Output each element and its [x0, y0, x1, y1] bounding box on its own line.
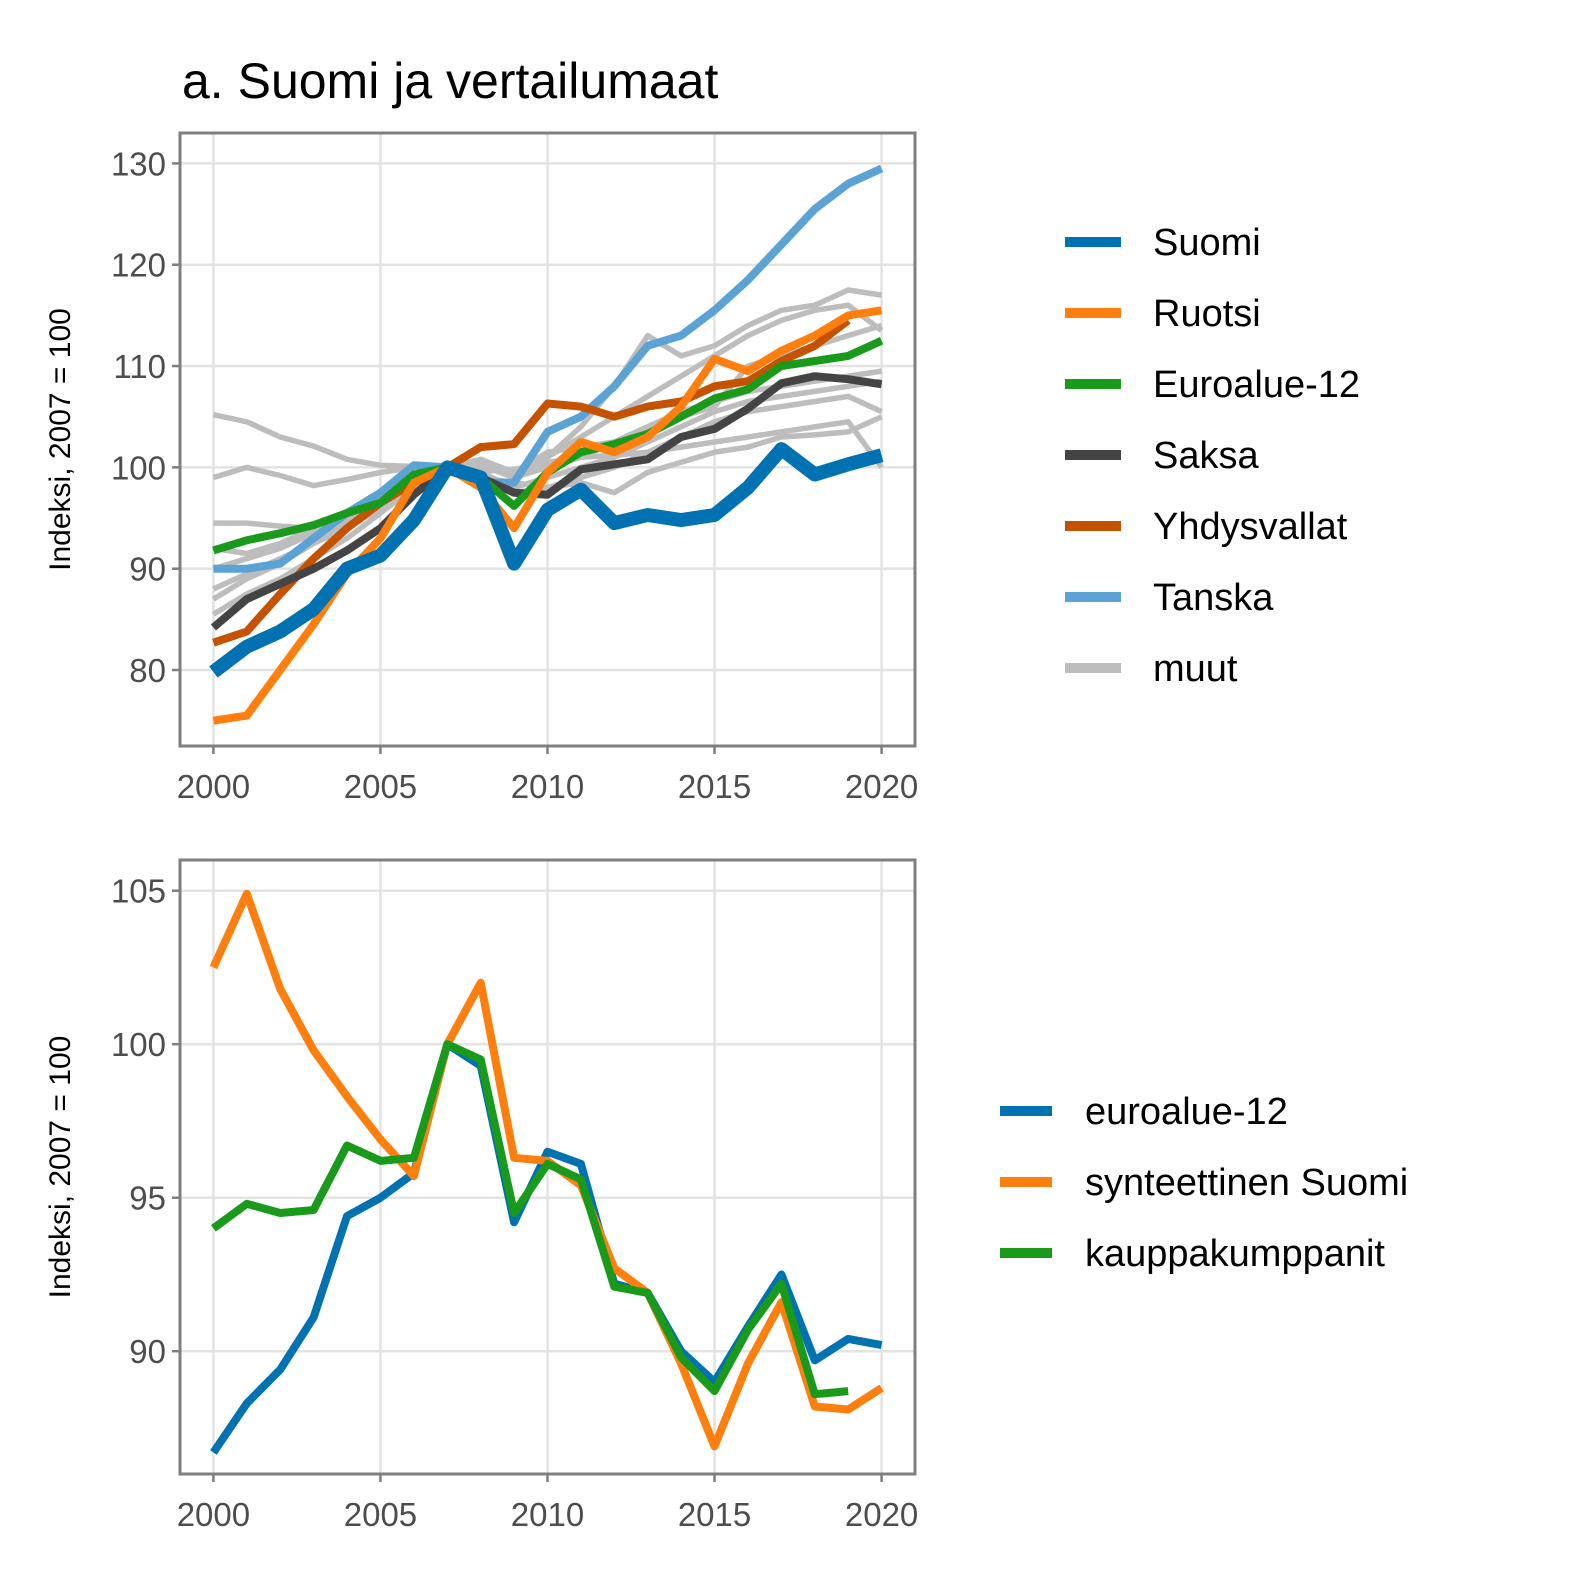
- series-line-suomi: [209, 442, 884, 678]
- y-tick-label: 110: [113, 348, 166, 385]
- legend-label: Euroalue-12: [1153, 364, 1360, 406]
- y-tick-label: 90: [129, 551, 166, 588]
- x-tick-label: 2010: [511, 1496, 584, 1533]
- x-tick-label: 2020: [845, 1496, 918, 1533]
- series-line-kauppakumppanit: [211, 1040, 849, 1399]
- y-tick-label: 100: [111, 449, 166, 486]
- y-axis-title: Indeksi, 2007 = 100: [44, 308, 77, 571]
- series-line-euroalue-12: [210, 1040, 883, 1455]
- y-tick-label: 105: [111, 873, 166, 910]
- y-axis-title: Indeksi, 2007 = 100: [44, 1036, 77, 1299]
- series-line-yhdysvallat: [212, 317, 851, 647]
- x-tick-label: 2020: [845, 768, 918, 805]
- legend-label: euroalue-12: [1085, 1091, 1288, 1133]
- legend-label: Ruotsi: [1153, 293, 1261, 335]
- y-tick-label: 80: [129, 652, 166, 689]
- panel-bottom-chart: 2000 2005 2010 2015 2020 90 95 100 105 Indeksi, 2…: [44, 858, 918, 1533]
- legend-label: Saksa: [1153, 435, 1259, 477]
- legend-label: Yhdysvallat: [1153, 506, 1348, 548]
- series-line-muut: [212, 419, 884, 489]
- legend-top: Suomi Ruotsi Euroalue-12 Saksa Yhdysvallat Ta…: [1065, 222, 1360, 690]
- legend-bottom: euroalue-12 synteettinen Suomi kauppakumpp…: [1000, 1091, 1408, 1275]
- legend-label: Tanska: [1153, 577, 1274, 619]
- y-tick-label: 130: [111, 145, 166, 182]
- panel-top-chart: 2000 2005 2010 2015 2020 80 90 100 110 120 130 Inde…: [44, 131, 918, 805]
- x-tick-label: 2005: [344, 1496, 417, 1533]
- series-line-tanska: [213, 164, 884, 573]
- series-line-ruotsi: [212, 306, 883, 725]
- y-tick-label: 100: [111, 1026, 166, 1063]
- series-line-saksa: [210, 372, 883, 631]
- legend-label: muut: [1153, 648, 1238, 690]
- legend-label: Suomi: [1153, 222, 1261, 264]
- x-tick-label: 2000: [177, 1496, 250, 1533]
- x-tick-label: 2000: [177, 768, 250, 805]
- legend-label: synteettinen Suomi: [1085, 1162, 1408, 1204]
- x-tick-label: 2005: [344, 768, 417, 805]
- y-tick-label: 120: [111, 247, 166, 284]
- x-tick-label: 2015: [678, 768, 751, 805]
- legend-label: kauppakumppanit: [1085, 1233, 1385, 1275]
- y-tick-label: 90: [129, 1333, 166, 1370]
- y-tick-label: 95: [129, 1180, 166, 1217]
- chart-title: a. Suomi ja vertailumaat: [182, 53, 718, 109]
- x-tick-label: 2015: [678, 1496, 751, 1533]
- x-tick-label: 2010: [511, 768, 584, 805]
